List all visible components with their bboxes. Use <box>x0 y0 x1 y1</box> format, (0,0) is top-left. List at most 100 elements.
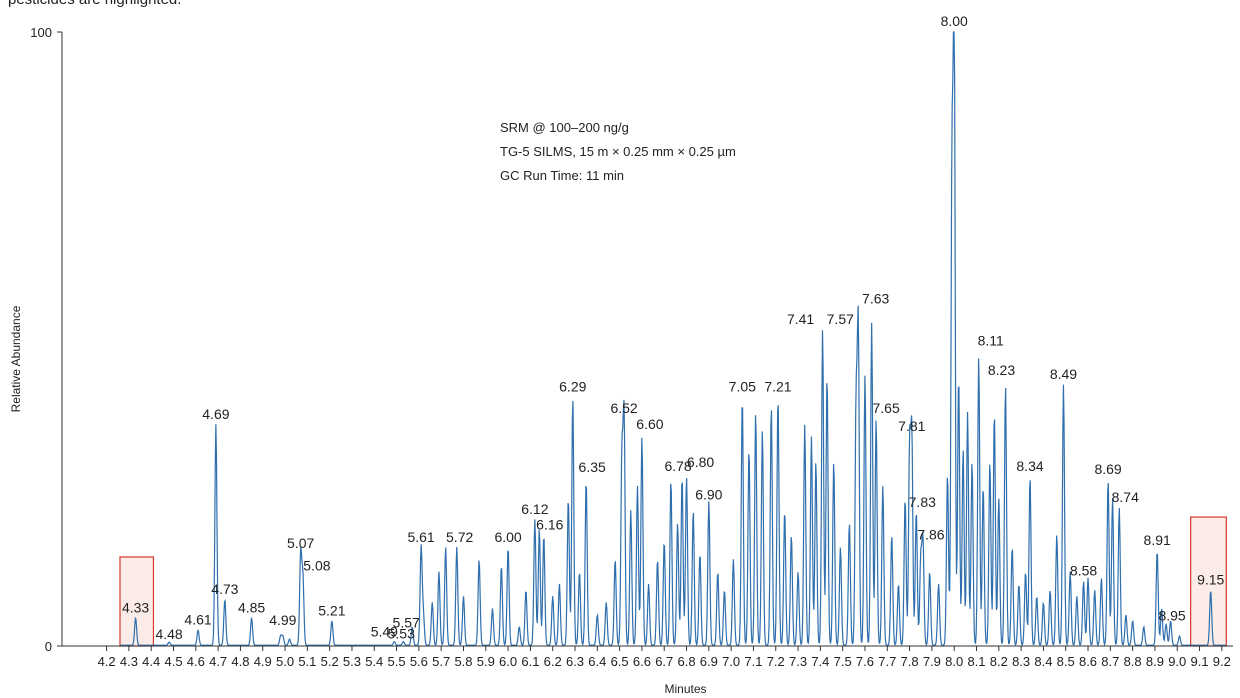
peak-label: 4.69 <box>202 406 229 422</box>
peak-label: 5.61 <box>407 529 434 545</box>
peak-label: 8.23 <box>988 362 1015 378</box>
peak-label: 5.08 <box>303 557 330 573</box>
x-tick-label: 8.7 <box>1101 654 1119 669</box>
peak-label: 6.60 <box>636 416 663 432</box>
x-tick-label: 8.4 <box>1034 654 1052 669</box>
x-tick-label: 7.9 <box>923 654 941 669</box>
x-tick-label: 6.7 <box>655 654 673 669</box>
x-tick-label: 5.7 <box>432 654 450 669</box>
peak-label: 5.49 <box>371 623 398 639</box>
x-tick-label: 6.8 <box>677 654 695 669</box>
peak-label: 8.11 <box>978 332 1004 348</box>
peak-label: 5.53 <box>388 625 415 641</box>
peak-label: 8.34 <box>1016 458 1043 474</box>
axes <box>61 32 1233 647</box>
x-tick-label: 8.9 <box>1146 654 1164 669</box>
peak-label: 8.91 <box>1144 532 1171 548</box>
peak-label: 7.41 <box>787 311 814 327</box>
peak-label: 5.21 <box>318 602 345 618</box>
x-tick-label: 5.5 <box>388 654 406 669</box>
x-tick-label: 6.3 <box>566 654 584 669</box>
x-tick-label: 4.6 <box>187 654 205 669</box>
annotation-line: GC Run Time: 11 min <box>500 168 624 183</box>
x-tick-label: 6.5 <box>611 654 629 669</box>
x-tick-label: 6.4 <box>588 654 606 669</box>
peak-label: 7.57 <box>827 311 854 327</box>
x-tick-label: 7.5 <box>834 654 852 669</box>
x-tick-label: 7.6 <box>856 654 874 669</box>
peak-label: 6.52 <box>610 400 637 416</box>
x-tick-label: 4.4 <box>142 654 160 669</box>
method-annotation: SRM @ 100–200 ng/g TG-5 SILMS, 15 m × 0.2… <box>500 120 736 183</box>
peak-label: 6.12 <box>521 501 548 517</box>
x-tick-label: 4.7 <box>209 654 227 669</box>
x-tick-label: 8.0 <box>945 654 963 669</box>
chromatogram-trace <box>119 31 1227 647</box>
x-tick-label: 5.1 <box>298 654 316 669</box>
peak-label: 7.83 <box>909 494 936 510</box>
x-tick-label: 8.2 <box>990 654 1008 669</box>
y-tick-label: 100 <box>30 25 52 40</box>
peak-label: 5.57 <box>393 615 420 631</box>
peak-labels: 4.33 4.484.61 4.69 4.734.854.99 5.07 5.08 5.21… <box>122 13 1225 642</box>
annotation-line: SRM @ 100–200 ng/g <box>500 120 629 135</box>
peak-label: 4.48 <box>155 626 182 642</box>
peak-label: 8.00 <box>941 13 968 29</box>
x-tick-label: 5.4 <box>365 654 383 669</box>
x-tick-label: 6.1 <box>521 654 539 669</box>
x-tick-label: 5.0 <box>276 654 294 669</box>
peak-label: 6.16 <box>536 516 563 532</box>
peak-label: 6.00 <box>494 529 521 545</box>
annotation-line: TG-5 SILMS, 15 m × 0.25 mm × 0.25 µm <box>500 144 736 159</box>
peak-label: 8.49 <box>1050 366 1077 382</box>
x-tick-label: 5.6 <box>410 654 428 669</box>
peak-label: 5.72 <box>446 529 473 545</box>
x-tick-label: 6.6 <box>633 654 651 669</box>
peak-label: 7.05 <box>729 378 756 394</box>
peak-label: 7.65 <box>872 400 899 416</box>
peak-label: 4.99 <box>269 612 296 628</box>
highlight-box-2 <box>1190 516 1227 647</box>
peak-label: 6.80 <box>687 454 714 470</box>
x-tick-label: 5.2 <box>321 654 339 669</box>
x-tick-label: 5.8 <box>454 654 472 669</box>
x-tick-label: 8.5 <box>1057 654 1075 669</box>
peak-label: 7.86 <box>917 527 944 543</box>
x-tick-label: 8.3 <box>1012 654 1030 669</box>
peak-label: 6.35 <box>579 459 606 475</box>
peak-label: 7.21 <box>764 378 791 394</box>
peak-label: 8.95 <box>1158 608 1185 624</box>
y-axis-title: Relative Abundance <box>9 305 23 412</box>
x-tick-label: 6.9 <box>700 654 718 669</box>
x-tick-label: 8.6 <box>1079 654 1097 669</box>
peak-label: 7.63 <box>862 291 889 307</box>
peak-label: 6.90 <box>695 487 722 503</box>
y-ticks: 0 100 <box>30 25 62 654</box>
x-tick-label: 4.5 <box>164 654 182 669</box>
peak-label: 4.33 <box>122 599 149 615</box>
x-tick-label: 7.1 <box>744 654 762 669</box>
x-tick-label: 6.2 <box>544 654 562 669</box>
x-tick-label: 4.2 <box>98 654 116 669</box>
x-tick-label: 5.3 <box>343 654 361 669</box>
x-tick-label: 9.2 <box>1213 654 1231 669</box>
peak-label: 5.07 <box>287 535 314 551</box>
peak-label: 8.69 <box>1094 461 1121 477</box>
x-ticks: 4.2 4.3 4.4 4.5 4.6 4.7 4.8 4.9 5.0 5.1 5.2 5.3 5.4 5… <box>98 646 1231 669</box>
peak-label: 4.85 <box>238 599 265 615</box>
peak-label: 8.74 <box>1112 489 1139 505</box>
x-tick-label: 4.9 <box>254 654 272 669</box>
x-tick-label: 7.2 <box>767 654 785 669</box>
x-tick-label: 6.0 <box>499 654 517 669</box>
peak-label: 4.61 <box>184 612 211 628</box>
x-tick-label: 9.1 <box>1191 654 1209 669</box>
x-tick-label: 7.0 <box>722 654 740 669</box>
peak-label: 6.29 <box>559 378 586 394</box>
x-tick-label: 7.7 <box>878 654 896 669</box>
x-tick-label: 7.3 <box>789 654 807 669</box>
peak-label: 9.15 <box>1197 572 1224 588</box>
peak-label: 4.73 <box>211 581 238 597</box>
x-tick-label: 9.0 <box>1168 654 1186 669</box>
peak-label: 6.78 <box>664 458 691 474</box>
